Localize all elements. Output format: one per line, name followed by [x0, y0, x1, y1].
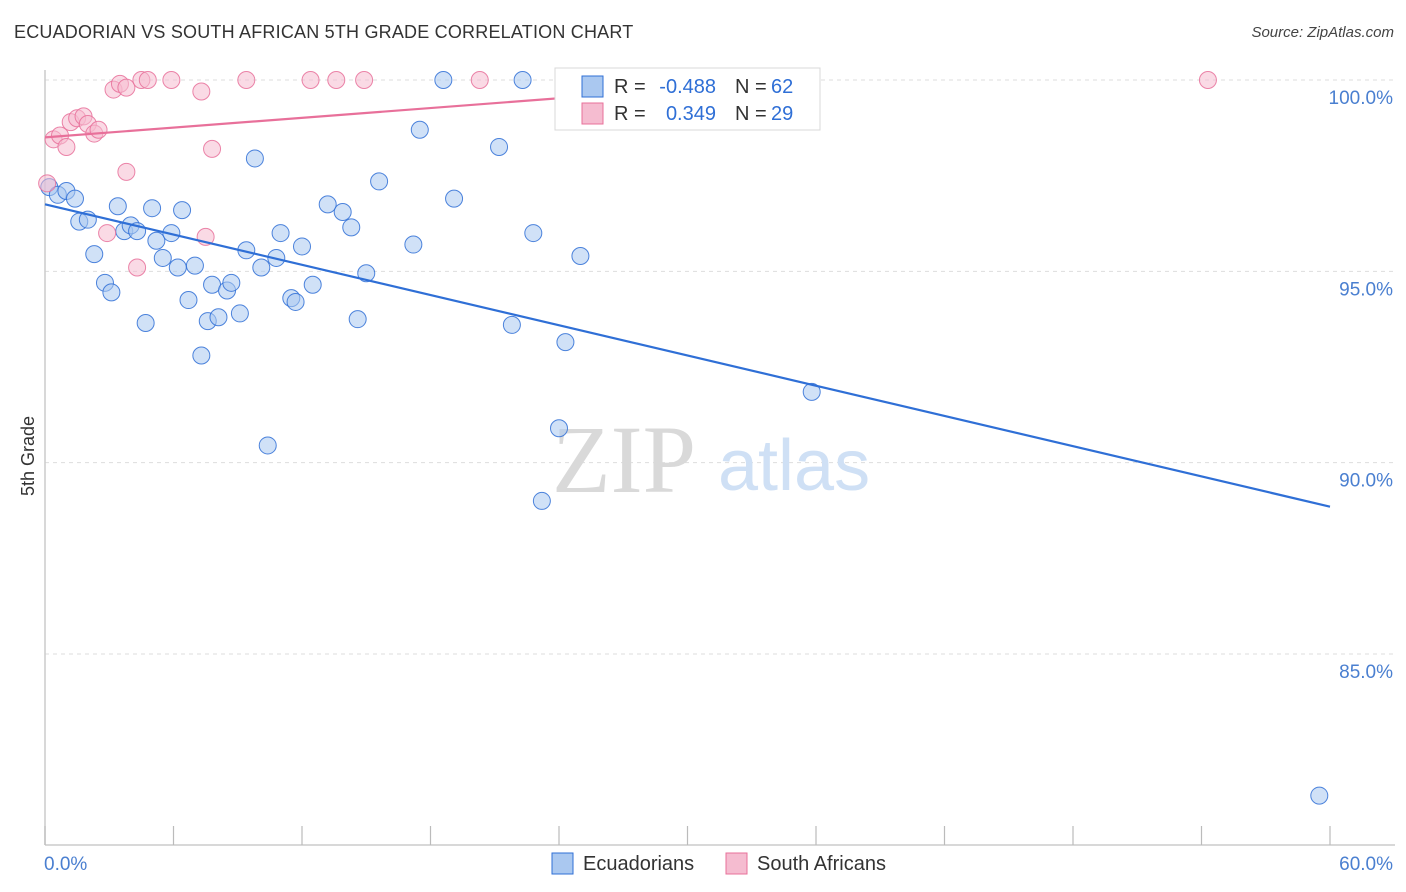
- y-tick-label: 85.0%: [1339, 662, 1393, 683]
- south-african-point: [470, 71, 489, 89]
- x-tick-label-max: 60.0%: [1339, 854, 1393, 875]
- ecuadorian-point: [143, 199, 162, 218]
- ecuadorian-point: [357, 264, 376, 283]
- legend-n-label-2: N =: [735, 103, 767, 125]
- y-tick-label: 90.0%: [1339, 471, 1393, 492]
- ecuadorian-point: [524, 224, 543, 243]
- south-african-point: [355, 71, 374, 89]
- south-african-point: [57, 137, 76, 156]
- watermark-atlas: atlas: [718, 426, 870, 506]
- bottom-legend-swatch-ecuadorians: [551, 852, 574, 875]
- south-african-point: [89, 120, 108, 139]
- legend-box: R = -0.488 N = 62 R = 0.349 N = 29: [554, 67, 821, 131]
- ecuadorian-point: [108, 197, 127, 216]
- watermark: ZIP atlas: [552, 406, 870, 513]
- ecuadorian-point: [136, 313, 155, 332]
- ecuadorian-point: [571, 247, 590, 266]
- bottom-legend-ecuadorians: Ecuadorians: [583, 853, 694, 875]
- ecuadorian-point: [271, 224, 290, 243]
- x-tick-labels: 0.0% 60.0%: [44, 826, 1393, 875]
- bottom-legend-swatch-south-africans: [725, 852, 748, 875]
- ecuadorian-point: [85, 245, 104, 264]
- ecuadorian-point: [342, 218, 361, 237]
- ecuadorian-point: [65, 189, 84, 208]
- legend-r-value-1: -0.488: [659, 76, 716, 98]
- y-axis-label: 5th Grade: [18, 416, 38, 496]
- grid-layer: [45, 79, 1395, 655]
- ecuadorian-point: [348, 310, 367, 329]
- ecuadorian-point: [173, 201, 192, 220]
- ecuadorian-point: [550, 419, 568, 438]
- legend-swatch-pink: [581, 102, 604, 125]
- ecuadorian-point: [303, 275, 322, 294]
- ecuadorian-point: [209, 308, 228, 327]
- ecuadorian-point: [245, 149, 264, 168]
- south-african-point: [98, 224, 117, 243]
- ecuadorian-point: [230, 304, 249, 323]
- y-tick-labels: 100.0% 95.0% 90.0% 85.0%: [1329, 88, 1394, 683]
- south-african-point: [192, 82, 211, 101]
- ecuadorian-point: [532, 491, 551, 510]
- ecuadorian-point: [502, 315, 521, 334]
- south-african-point: [117, 162, 136, 181]
- ecuadorian-point: [445, 189, 464, 208]
- legend-n-label-1: N =: [735, 76, 767, 98]
- ecuadorian-point: [370, 172, 389, 191]
- ecuadorian-point: [192, 346, 211, 365]
- ecuadorian-point: [203, 275, 222, 294]
- chart-title: ECUADORIAN VS SOUTH AFRICAN 5TH GRADE CO…: [14, 22, 634, 42]
- legend-r-value-2: 0.349: [666, 103, 716, 125]
- source-label: Source: ZipAtlas.com: [1251, 24, 1394, 41]
- ecuadorian-point: [802, 382, 821, 401]
- legend-r-label-2: R =: [614, 103, 646, 125]
- south-african-point: [128, 258, 147, 277]
- south-african-point: [327, 71, 346, 89]
- legend-n-value-1: 62: [771, 76, 793, 98]
- south-african-point: [117, 78, 136, 97]
- ecuadorian-point: [153, 248, 172, 267]
- legend-swatch-blue: [581, 75, 604, 98]
- y-tick-label: 100.0%: [1329, 88, 1394, 109]
- south-african-point: [237, 71, 256, 89]
- ecuadorian-point: [222, 273, 241, 292]
- bottom-legend-south-africans: South Africans: [757, 853, 886, 875]
- legend-r-label-1: R =: [614, 76, 646, 98]
- ecuadorian-point: [318, 195, 337, 214]
- ecuadorian-point: [179, 291, 198, 310]
- ecuadorian-point: [168, 258, 187, 277]
- ecuadorian-point: [258, 436, 277, 455]
- ecuadorian-point: [147, 231, 166, 250]
- ecuadorian-point: [333, 203, 352, 222]
- bottom-legend: Ecuadorians South Africans: [551, 852, 886, 875]
- ecuadorian-point: [513, 71, 532, 89]
- ecuadorian-point: [252, 258, 271, 277]
- ecuadorian-point: [404, 235, 423, 254]
- south-african-point: [203, 139, 222, 158]
- y-tick-label: 95.0%: [1339, 279, 1393, 300]
- south-african-point: [162, 71, 181, 89]
- axes-layer: [44, 70, 1395, 846]
- ecuadorian-point: [293, 237, 311, 256]
- south-african-point: [301, 71, 320, 89]
- ecuadorian-point: [185, 256, 204, 275]
- trend-line-ecuadorians: [44, 203, 1331, 508]
- ecuadorian-point: [556, 333, 575, 352]
- south-african-point: [138, 71, 157, 89]
- legend-n-value-2: 29: [771, 103, 793, 125]
- ecuadorian-point: [1310, 786, 1329, 805]
- watermark-zip: ZIP: [552, 406, 696, 513]
- ecuadorian-point: [286, 292, 305, 311]
- series-ecuadorians: [40, 71, 1329, 805]
- south-african-point: [38, 174, 57, 193]
- ecuadorian-point: [410, 120, 429, 139]
- south-african-point: [1198, 71, 1217, 89]
- x-tick-label-min: 0.0%: [44, 854, 87, 875]
- ecuadorian-point: [102, 283, 121, 302]
- ecuadorian-point: [434, 71, 453, 89]
- ecuadorian-point: [490, 137, 509, 156]
